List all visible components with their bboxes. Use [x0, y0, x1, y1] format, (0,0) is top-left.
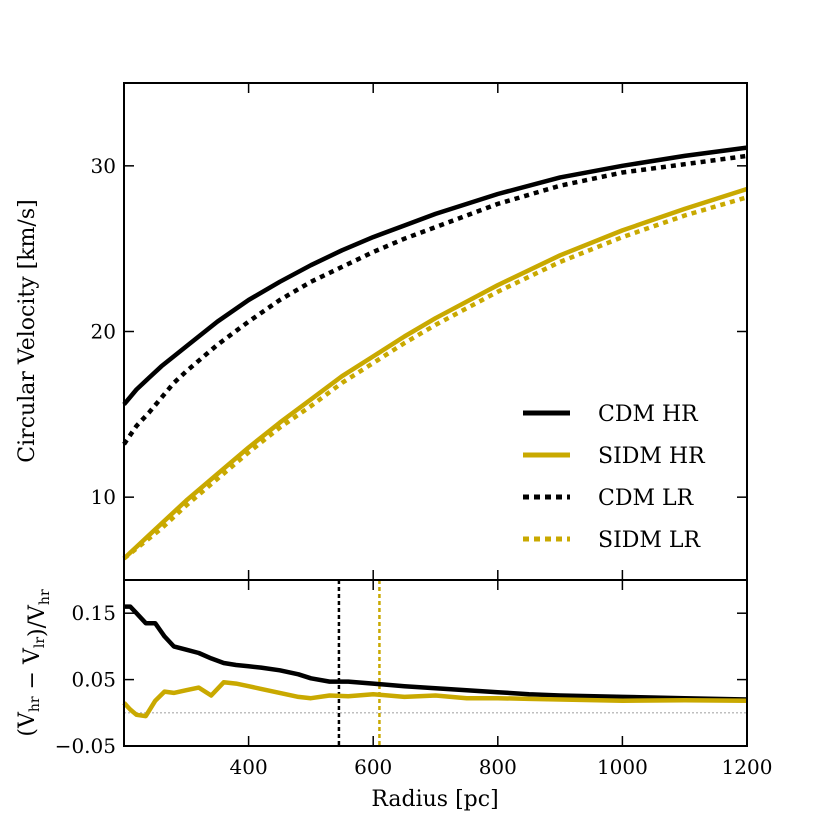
x-tick-label: 400: [230, 755, 268, 779]
label-segment: (V: [15, 711, 40, 737]
x-tick-label: 1000: [597, 755, 648, 779]
subscript: hr: [37, 589, 53, 605]
top-panel-plot: 10 20 30: [91, 82, 748, 581]
residual-line-cdm: [124, 604, 748, 702]
top-y-tick-label: 20: [91, 320, 116, 344]
bottom-y-axis-label: (Vhr − Vlr)/Vhr: [15, 589, 53, 737]
x-tick-label: 600: [354, 755, 392, 779]
series-line-cdm-hr: [122, 145, 748, 406]
bottom-y-tick-label: 0.15: [71, 601, 116, 625]
subscript: lr: [32, 637, 48, 648]
x-tick-label: 1200: [722, 755, 773, 779]
top-y-axis-label: Circular Velocity [km/s]: [15, 199, 40, 462]
top-y-tick-label: 30: [91, 154, 116, 178]
bottom-panel-plot: −0.05 0.05 0.15 400 600 800 1000 1200: [55, 579, 773, 779]
series-line-cdm-lr: [122, 153, 748, 446]
legend-label-cdm-hr: CDM HR: [598, 402, 699, 427]
top-y-tick-label: 10: [91, 485, 116, 509]
x-tick-label: 800: [479, 755, 517, 779]
legend: CDM HR SIDM HR CDM LR SIDM LR: [523, 402, 706, 553]
bottom-y-tick-label: 0.05: [71, 668, 116, 692]
legend-label-cdm-lr: CDM LR: [598, 486, 695, 511]
label-segment: − V: [20, 647, 45, 696]
residual-line-sidm: [122, 680, 748, 719]
x-axis-label: Radius [pc]: [371, 787, 498, 812]
legend-label-sidm-hr: SIDM HR: [598, 444, 706, 469]
bottom-y-tick-label: −0.05: [55, 734, 116, 758]
label-segment: )/V: [25, 604, 50, 637]
series-line-sidm-hr: [122, 186, 748, 561]
subscript: hr: [27, 696, 43, 712]
legend-label-sidm-lr: SIDM LR: [598, 528, 702, 553]
series-line-sidm-lr: [122, 195, 748, 561]
bottom-panel-frame: [123, 579, 748, 747]
